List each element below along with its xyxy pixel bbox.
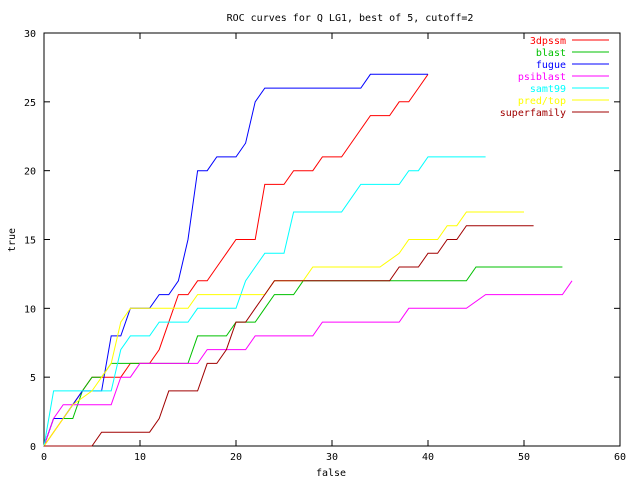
legend-label: psiblast (518, 72, 566, 83)
x-tick-label: 0 (41, 452, 47, 463)
legend: 3dpssmblastfuguepsiblastsamt99pred/topsu… (500, 36, 609, 119)
y-tick-label: 25 (24, 98, 36, 109)
chart-title: ROC curves for Q LG1, best of 5, cutoff=… (227, 13, 474, 24)
y-tick-label: 30 (24, 29, 36, 40)
series-line-pred-top (43, 211, 524, 447)
y-tick-label: 0 (30, 442, 36, 453)
series-lines (43, 73, 573, 447)
x-tick-label: 50 (518, 452, 530, 463)
series-line-samt99 (43, 156, 486, 447)
y-tick-label: 5 (30, 373, 36, 384)
legend-label: 3dpssm (530, 36, 566, 47)
series-line-superfamily (44, 225, 534, 447)
x-tick-label: 40 (422, 452, 434, 463)
y-tick-label: 10 (24, 304, 36, 315)
x-axis-label: false (316, 468, 346, 479)
series-line-psiblast (43, 280, 573, 447)
legend-label: blast (536, 48, 566, 59)
series-line-3dpssm (43, 74, 429, 447)
x-tick-label: 10 (134, 452, 146, 463)
y-axis-label: true (7, 228, 18, 252)
x-tick-label: 20 (230, 452, 242, 463)
legend-label: samt99 (530, 84, 566, 95)
x-tick-label: 60 (614, 452, 626, 463)
y-tick-label: 15 (24, 236, 36, 247)
y-tick-label: 20 (24, 167, 36, 178)
legend-label: superfamily (500, 108, 566, 119)
x-tick-label: 30 (326, 452, 338, 463)
legend-label: fugue (536, 60, 566, 71)
legend-label: pred/top (518, 96, 566, 107)
axis-ticks: 0 10 20 30 40 50 60 0 5 10 15 20 25 30 (24, 29, 626, 463)
